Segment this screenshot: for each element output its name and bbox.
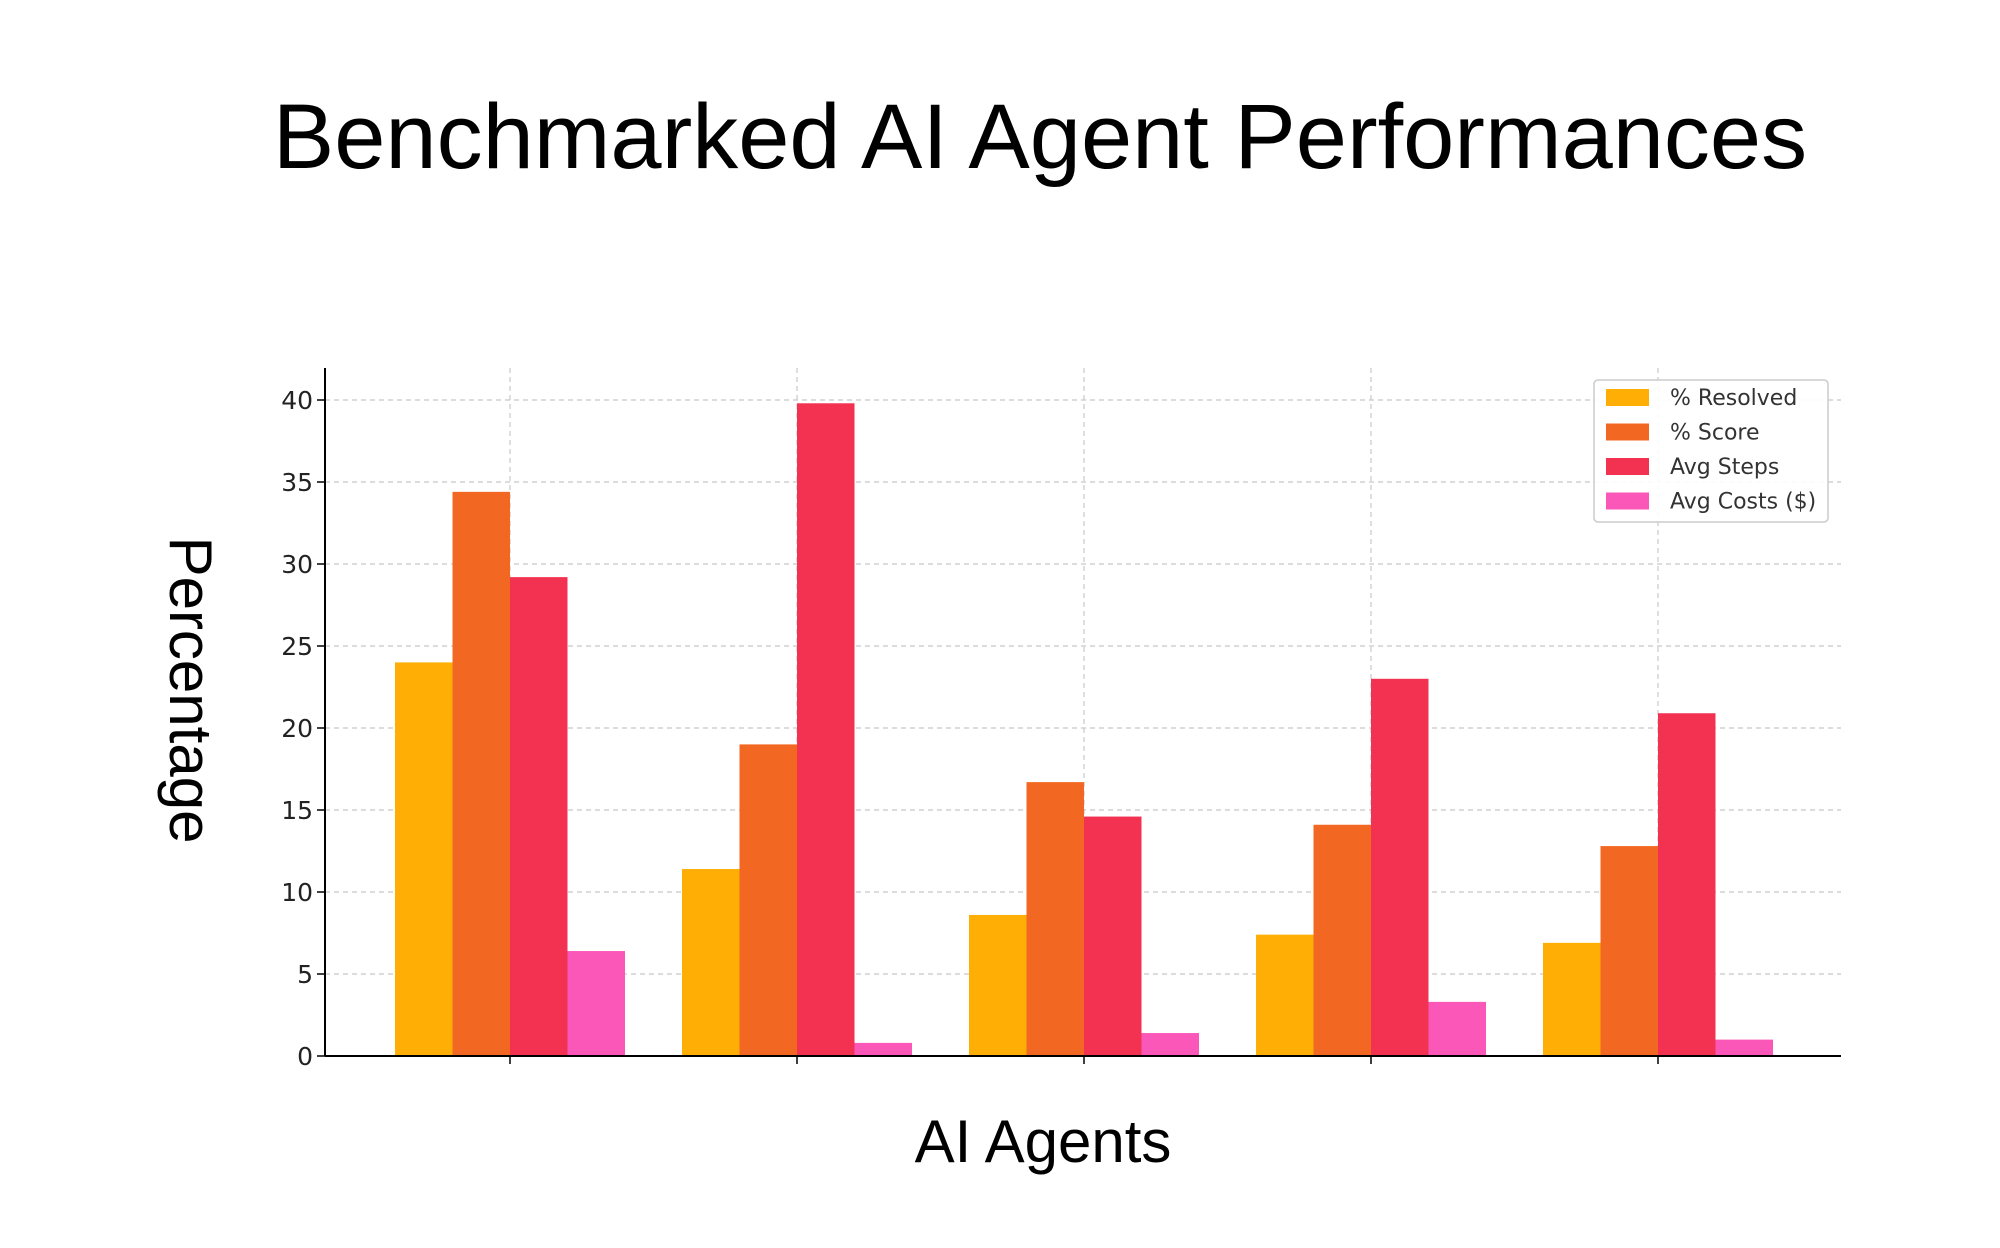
y-tick-label: 20 (281, 714, 313, 743)
y-ticks: 0 5 10 15 20 25 30 35 40 (281, 386, 1659, 1071)
legend-swatch (1606, 423, 1649, 441)
bar-resolved-5 (1543, 942, 1601, 1056)
bar-avg-steps-5 (1658, 713, 1716, 1056)
bar-avg-costs-1 (567, 951, 625, 1056)
y-tick-label: 10 (281, 878, 313, 907)
y-tick-label: 15 (281, 796, 313, 825)
bar-score-3 (1026, 782, 1084, 1056)
bar-avg-steps-3 (1084, 816, 1142, 1056)
bar-score-5 (1600, 846, 1658, 1056)
y-tick-label: 35 (281, 468, 313, 497)
bar-avg-costs-4 (1428, 1001, 1486, 1056)
chart-title: Benchmarked AI Agent Performances (273, 86, 1807, 188)
bar-score-2 (739, 744, 797, 1056)
legend-frame (1593, 379, 1829, 523)
bar-resolved-3 (969, 914, 1027, 1056)
bar-avg-steps-2 (797, 403, 855, 1056)
bar-score-4 (1313, 824, 1371, 1056)
legend-label: % Resolved (1670, 386, 1797, 411)
bars (395, 403, 1773, 1057)
legend-swatch (1606, 458, 1649, 475)
bar-avg-costs-3 (1141, 1033, 1199, 1056)
bar-resolved-2 (682, 869, 740, 1056)
x-axis-label: AI Agents (915, 1108, 1172, 1175)
y-tick-label: 5 (297, 960, 313, 989)
y-axis-label: Percentage (157, 537, 224, 844)
bar-avg-steps-1 (510, 577, 568, 1056)
y-tick-label: 25 (281, 632, 313, 661)
legend-label: Avg Steps (1670, 455, 1779, 480)
bar-avg-steps-4 (1371, 678, 1429, 1056)
legend-label: % Score (1670, 421, 1760, 446)
legend: % Resolved % Score Avg Steps Avg Costs ($) (1593, 379, 1829, 523)
legend-swatch (1606, 389, 1649, 406)
bar-resolved-4 (1256, 934, 1314, 1056)
legend-swatch (1606, 492, 1649, 510)
bar-score-1 (452, 491, 510, 1057)
legend-label: Avg Costs ($) (1670, 490, 1816, 515)
y-tick-label: 30 (281, 550, 313, 579)
bar-resolved-1 (395, 662, 453, 1056)
bar-avg-costs-2 (854, 1042, 912, 1056)
y-tick-label: 0 (297, 1042, 313, 1071)
y-tick-label: 40 (281, 386, 313, 415)
bar-avg-costs-5 (1715, 1039, 1773, 1056)
